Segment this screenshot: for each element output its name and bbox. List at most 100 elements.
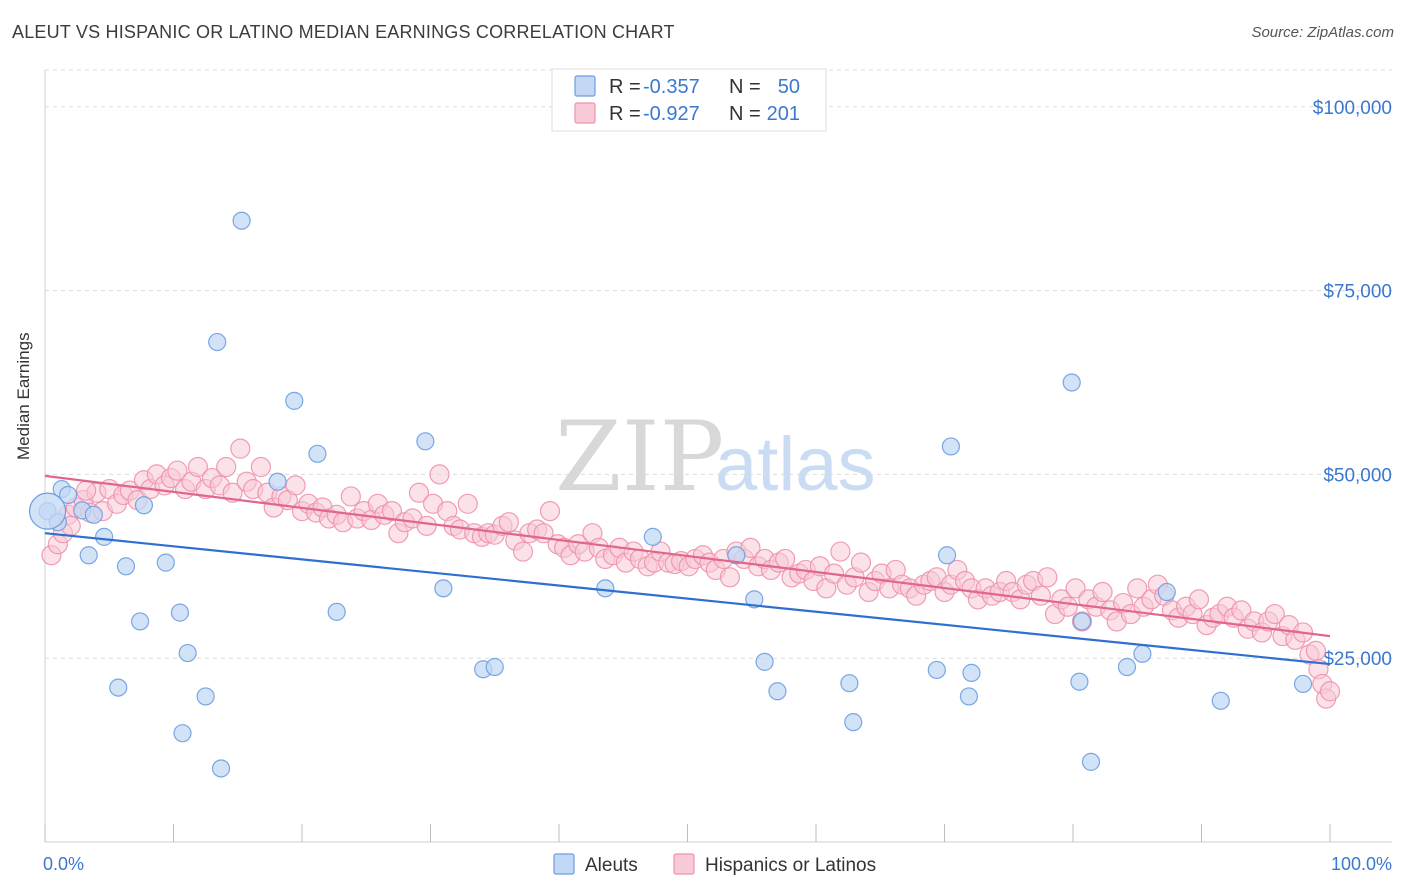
data-point [1264,603,1285,625]
trend-line-aleuts [44,532,1331,666]
data-point [1211,691,1230,710]
x-tick-label: 100.0% [1331,854,1392,874]
data-point [959,687,979,706]
data-point [596,579,615,598]
y-tick-label: $75,000 [1323,282,1392,303]
data-point [1127,578,1148,599]
data-point [84,505,103,524]
data-point [1062,373,1081,392]
data-point [59,485,78,505]
data-point [109,678,128,697]
data-point [1070,672,1089,691]
data-point [768,682,787,701]
legend-r-value: -0.357 [643,76,700,98]
data-point [170,603,190,622]
data-point [1157,582,1176,602]
data-point [308,444,327,463]
data-point [79,546,98,565]
watermark-atlas: atlas [715,422,876,507]
series-aleuts [38,211,1313,778]
data-point [1057,596,1078,617]
data-point [1030,585,1051,606]
data-point [95,527,114,546]
y-tick-label: $50,000 [1323,465,1392,486]
data-point [1092,581,1113,603]
data-point [937,546,957,565]
data-point [927,660,946,680]
stats-legend: R = -0.357 N = 50 R = -0.927 N = 201 [551,68,827,132]
data-point [962,663,981,682]
legend-r-value: -0.927 [643,103,700,125]
data-point [416,515,437,536]
watermark: ZIP atlas [555,401,876,513]
tick-labels: $25,000 $50,000 $75,000 $100,000 0.0% 100.0% [43,98,1392,874]
data-point [830,541,851,562]
data-point [941,437,961,456]
legend-n-value: 50 [778,76,800,98]
data-point [340,486,361,507]
data-point [457,493,478,514]
data-point [285,475,306,496]
data-point [173,724,192,743]
data-point [512,541,534,562]
data-point [850,552,872,573]
trend-lines [44,474,1331,666]
legend-swatch-aleuts [553,853,575,875]
data-point [485,657,504,677]
data-point [844,713,863,732]
data-point [719,567,741,588]
data-point [1305,640,1326,661]
data-point [1188,589,1210,610]
data-point [28,492,67,530]
data-point [208,332,227,352]
y-tick-label: $25,000 [1323,649,1392,670]
chart-title: ALEUT VS HISPANIC OR LATINO MEDIAN EARNI… [12,22,675,42]
data-point [498,512,519,533]
data-point [416,432,435,451]
series-legend: Aleuts Hispanics or Latinos [553,853,876,876]
data-points [28,211,1341,778]
legend-swatch-hispanics [673,853,695,875]
data-point [727,546,746,565]
data-point [156,553,175,572]
data-point [1037,567,1058,588]
trend-line-hispanics [44,474,1331,638]
data-point [134,496,154,515]
data-point [381,501,403,522]
data-point [429,464,450,485]
data-point [130,612,150,631]
data-point [1231,600,1252,621]
legend-r-label: R = [609,76,641,98]
data-point [211,759,231,778]
data-point [268,472,287,491]
data-point [1072,612,1092,631]
data-point [178,643,197,663]
legend-swatch-aleuts [574,75,596,97]
data-point [539,501,561,522]
data-point [1081,752,1101,771]
data-point [116,557,136,576]
y-tick-label: $100,000 [1313,98,1392,119]
data-point [1319,681,1341,702]
data-point [285,391,304,410]
data-point [840,674,859,693]
watermark-zip: ZIP [555,401,724,513]
legend-n-value: 201 [767,103,800,125]
data-point [1065,578,1086,599]
legend-label-aleuts: Aleuts [585,855,638,876]
series-hispanics [41,438,1341,709]
data-point [222,482,243,503]
legend-n-label: N = [729,103,761,125]
data-point [230,438,251,459]
source-label: Source: ZipAtlas.com [1251,24,1394,41]
data-point [232,211,251,230]
data-point [1133,644,1152,663]
data-point [250,456,271,478]
data-point [76,480,97,501]
legend-r-label: R = [609,103,641,125]
data-point [196,687,215,706]
data-point [755,652,774,671]
data-point [408,482,430,503]
data-point [775,548,796,570]
data-point [216,456,237,478]
